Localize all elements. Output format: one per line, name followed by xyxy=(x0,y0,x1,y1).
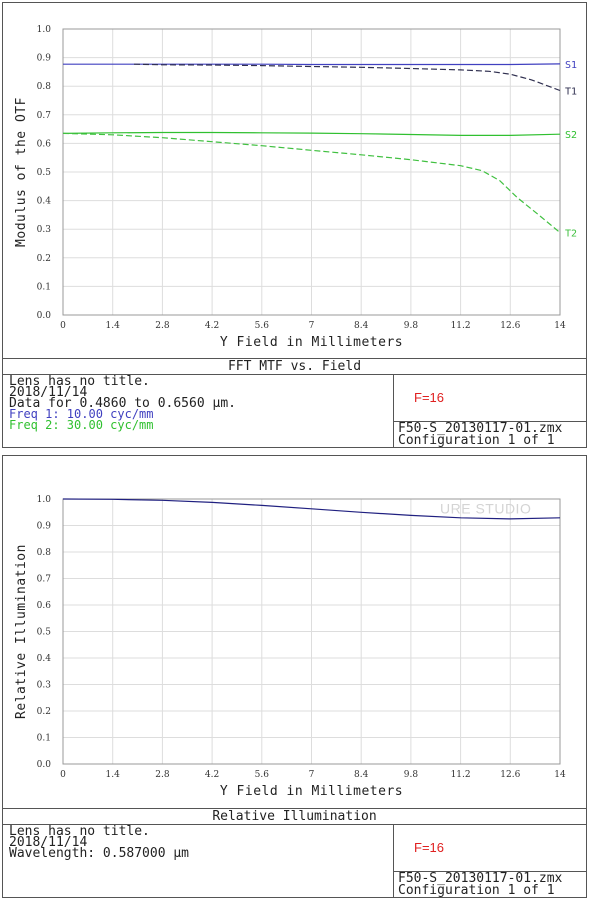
x-tick-label: 8.4 xyxy=(354,770,369,780)
series-line-t2 xyxy=(62,132,561,234)
series-line-s2 xyxy=(62,131,561,136)
mtf-f-number: F=16 xyxy=(414,390,444,405)
x-axis-title: Y Field in Millimeters xyxy=(220,335,403,350)
mtf-file-box: F50-S_20130117-01.zmx Configuration 1 of… xyxy=(394,421,586,447)
x-tick-label: 7 xyxy=(309,321,315,331)
mtf-chart: 0 1.4 2.8 4.2 5.6 7 8.4 9.8 11.2 12.6 14 0.0 0.1 0.2 0… xyxy=(14,25,577,350)
x-tick-label: 2.8 xyxy=(155,321,170,331)
series-line-t1 xyxy=(133,63,561,92)
ri-info-box: Lens has no title. 2018/11/14 Wavelength… xyxy=(3,824,586,897)
x-axis-title: Y Field in Millimeters xyxy=(220,784,403,799)
x-tick-label: 4.2 xyxy=(205,321,219,331)
mtf-chart-title: FFT MTF vs. Field xyxy=(3,358,586,375)
series-label: T2 xyxy=(565,229,577,240)
y-tick-label: 0.8 xyxy=(37,548,52,558)
x-tick-label: 12.6 xyxy=(500,321,520,331)
y-tick-label: 0.0 xyxy=(37,311,52,321)
x-tick-label: 4.2 xyxy=(205,770,219,780)
y-tick-label: 0.7 xyxy=(37,111,52,121)
mtf-info-freq2: Freq 2: 30.00 cyc/mm xyxy=(9,418,154,432)
y-tick-label: 0.2 xyxy=(37,254,51,264)
y-tick-label: 0.4 xyxy=(37,654,52,664)
mtf-info-right: F=16 F50-S_20130117-01.zmx Configuration… xyxy=(393,374,586,447)
x-tick-label: 0 xyxy=(60,770,66,780)
y-tick-label: 0.7 xyxy=(37,575,52,585)
ri-f-number: F=16 xyxy=(414,840,444,855)
x-tick-label: 2.8 xyxy=(155,770,170,780)
x-tick-label: 7 xyxy=(309,770,315,780)
ri-info-lens: Lens has no title. xyxy=(9,824,150,839)
y-tick-label: 0.3 xyxy=(37,225,52,235)
y-tick-label: 0.4 xyxy=(37,197,52,207)
x-tick-label: 1.4 xyxy=(106,321,121,331)
y-axis-title: Relative Illumination xyxy=(14,544,29,719)
mtf-vs-field-panel: 0 1.4 2.8 4.2 5.6 7 8.4 9.8 11.2 12.6 14 0.0 0.1 0.2 0… xyxy=(2,2,587,448)
mtf-config: Configuration 1 of 1 xyxy=(398,433,555,448)
y-tick-label: 0.9 xyxy=(37,54,52,64)
ri-file-name: F50-S_20130117-01.zmx xyxy=(398,871,563,886)
mtf-info-box: Lens has no title. 2018/11/14 Data for 0… xyxy=(3,374,586,447)
x-tick-label: 9.8 xyxy=(404,321,419,331)
y-tick-label: 0.5 xyxy=(37,168,52,178)
mtf-info-text: Lens has no title. 2018/11/14 Data for 0… xyxy=(9,374,236,432)
relative-illumination-chart: 0 1.4 2.8 4.2 5.6 7 8.4 9.8 11.2 12.6 14 0.0 0.1 0.2 0… xyxy=(14,495,566,799)
x-tick-label: 11.2 xyxy=(451,770,471,780)
y-tick-label: 0.2 xyxy=(37,707,51,717)
series-line xyxy=(62,498,561,520)
mtf-info-date: 2018/11/14 xyxy=(9,385,88,400)
y-tick-label: 0.9 xyxy=(37,522,52,532)
mtf-info-lens: Lens has no title. xyxy=(9,374,150,389)
series-label: T1 xyxy=(565,86,577,97)
y-tick-label: 0.5 xyxy=(37,628,52,638)
x-tick-label: 0 xyxy=(60,321,66,331)
relative-illumination-panel: 0 1.4 2.8 4.2 5.6 7 8.4 9.8 11.2 12.6 14 0.0 0.1 0.2 0… xyxy=(2,455,587,898)
mtf-file-name: F50-S_20130117-01.zmx xyxy=(398,421,563,436)
x-tick-label: 11.2 xyxy=(451,321,471,331)
ri-info-right: F=16 F50-S_20130117-01.zmx Configuration… xyxy=(393,824,586,897)
y-tick-label: 0.1 xyxy=(37,734,51,744)
y-tick-label: 0.6 xyxy=(37,139,52,149)
series-label: S2 xyxy=(565,130,577,141)
x-tick-label: 14 xyxy=(554,321,566,331)
x-tick-label: 14 xyxy=(554,770,566,780)
x-tick-label: 1.4 xyxy=(106,770,121,780)
y-tick-label: 1.0 xyxy=(37,25,52,35)
watermark: URE STUDIO xyxy=(440,501,531,517)
ri-config: Configuration 1 of 1 xyxy=(398,883,555,898)
plot-border xyxy=(62,498,561,765)
series-label: S1 xyxy=(565,60,577,71)
y-tick-label: 0.1 xyxy=(37,282,51,292)
ri-file-box: F50-S_20130117-01.zmx Configuration 1 of… xyxy=(394,871,586,897)
x-tick-label: 8.4 xyxy=(354,321,369,331)
x-tick-label: 5.6 xyxy=(255,321,270,331)
plot-border xyxy=(62,28,561,316)
x-tick-label: 9.8 xyxy=(404,770,419,780)
y-tick-label: 1.0 xyxy=(37,495,52,505)
ri-info-wavelength: Wavelength: 0.587000 µm xyxy=(9,846,190,861)
x-tick-label: 5.6 xyxy=(255,770,270,780)
mtf-info-wavelength: Data for 0.4860 to 0.6560 µm. xyxy=(9,396,236,411)
y-axis-title: Modulus of the OTF xyxy=(14,97,29,247)
y-tick-label: 0.6 xyxy=(37,601,52,611)
ri-info-date: 2018/11/14 xyxy=(9,835,88,850)
y-tick-label: 0.8 xyxy=(37,82,52,92)
mtf-info-freq1: Freq 1: 10.00 cyc/mm xyxy=(9,407,154,421)
y-tick-label: 0.0 xyxy=(37,760,52,770)
y-tick-label: 0.3 xyxy=(37,681,52,691)
ri-chart-title: Relative Illumination xyxy=(3,808,586,825)
x-tick-label: 12.6 xyxy=(500,770,520,780)
ri-info-text: Lens has no title. 2018/11/14 Wavelength… xyxy=(9,824,190,861)
